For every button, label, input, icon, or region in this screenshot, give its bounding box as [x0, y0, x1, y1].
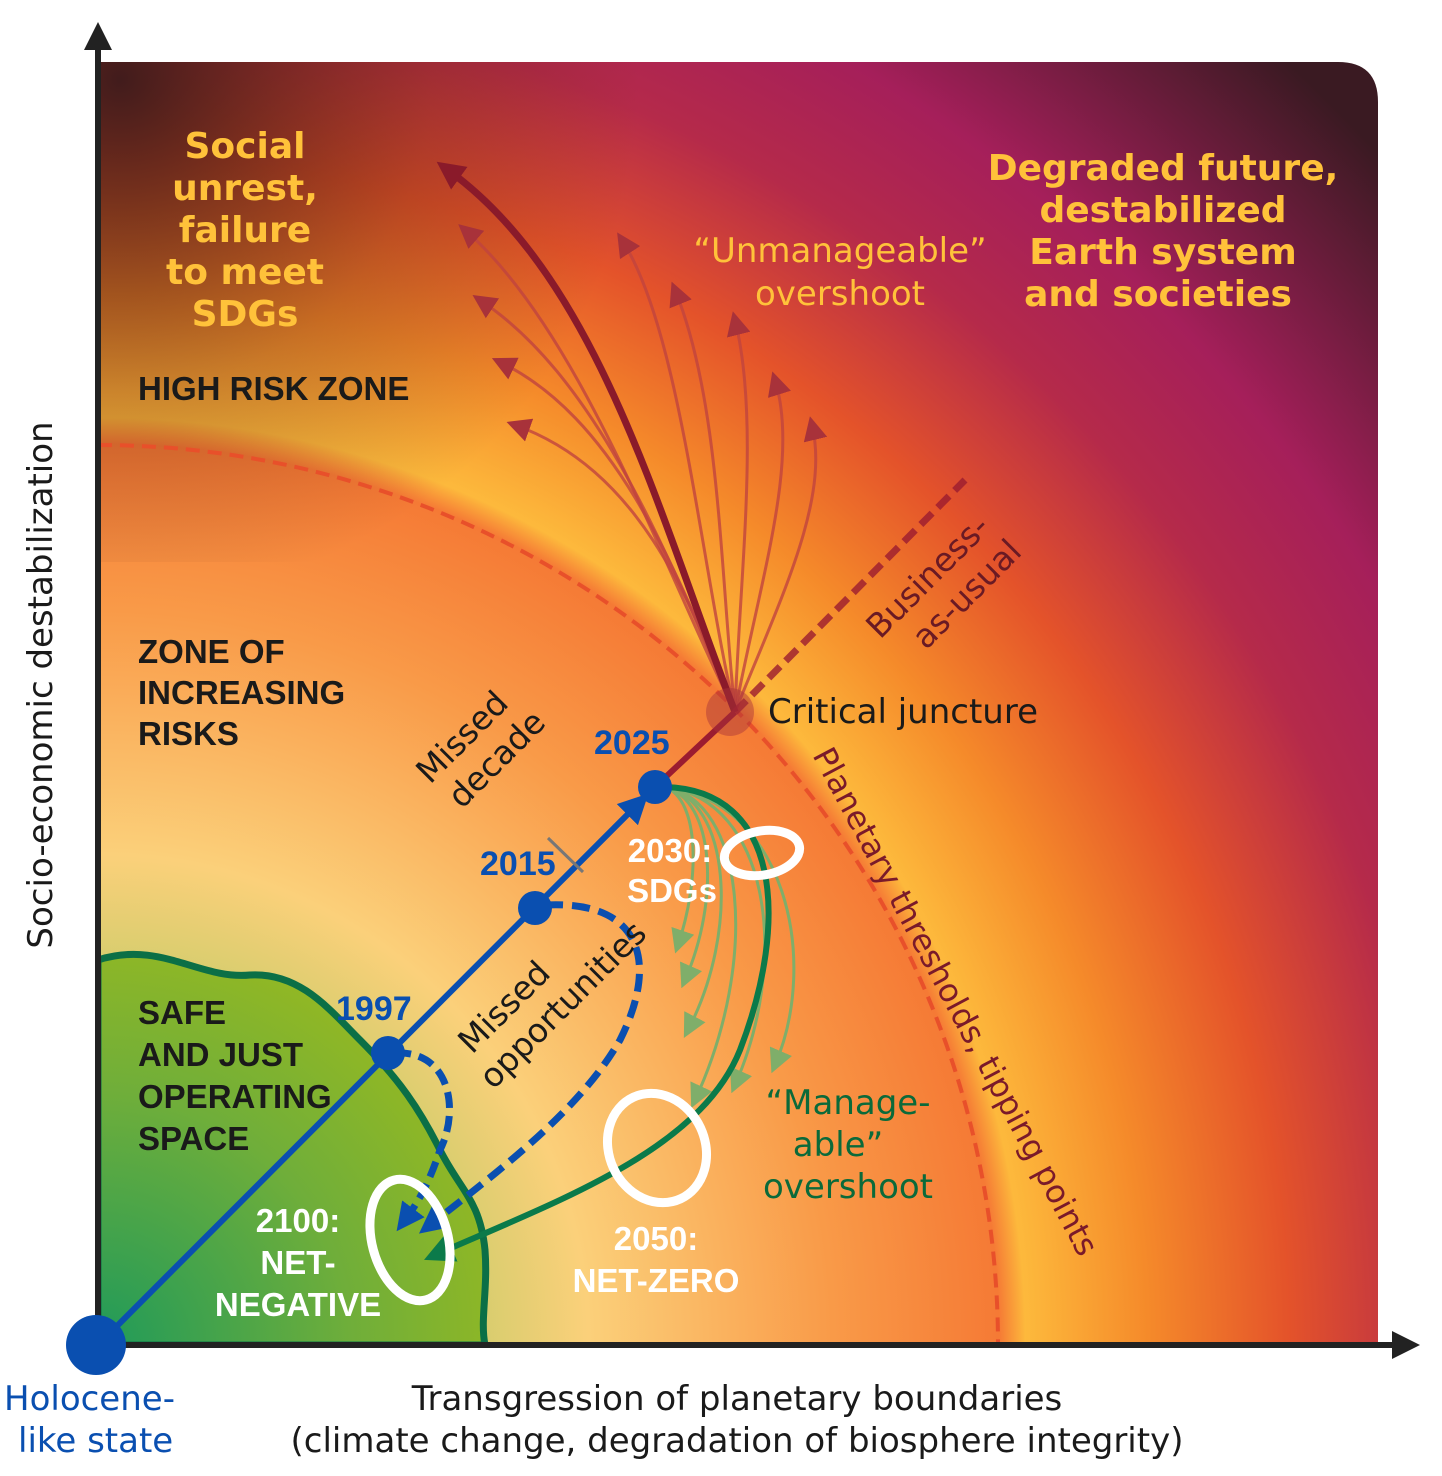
year-1997-label: 1997: [336, 990, 412, 1028]
svg-text:OPERATING: OPERATING: [138, 1078, 332, 1115]
high-risk-zone-label: HIGH RISK ZONE: [138, 370, 409, 407]
critical-juncture-label: Critical juncture: [768, 692, 1038, 732]
missed-opportunities-path-2015: [418, 901, 643, 1234]
trajectory-arrow: [664, 785, 738, 1109]
svg-text:2100:: 2100:: [256, 1202, 340, 1239]
manageable-overshoot-label: “Manage- able” overshoot: [763, 1083, 933, 1207]
missed-decade-pointer: [546, 836, 585, 874]
svg-text:unrest,: unrest,: [172, 168, 318, 209]
net-negative-2100-label: 2100: NET- NEGATIVE: [215, 1202, 381, 1323]
trajectory-arrow: [664, 785, 710, 989]
svg-text:NEGATIVE: NEGATIVE: [215, 1286, 381, 1323]
year-2015-label: 2015: [480, 845, 556, 883]
svg-text:SAFE: SAFE: [138, 994, 226, 1031]
svg-text:AND JUST: AND JUST: [138, 1036, 303, 1073]
trajectory-arrow: [733, 416, 828, 713]
critical-juncture-marker: [706, 688, 754, 736]
x-axis-arrow-icon: [1392, 1331, 1420, 1359]
current-trajectory-segment: [652, 709, 738, 790]
business-as-usual-path: [732, 477, 968, 715]
svg-text:2050:: 2050:: [614, 1220, 698, 1257]
svg-text:SPACE: SPACE: [138, 1120, 249, 1157]
degraded-future-label: Degraded future, destabilized Earth syst…: [988, 148, 1339, 315]
holocene-state-dot: [66, 1315, 126, 1375]
svg-text:ZONE OF: ZONE OF: [138, 633, 285, 670]
net-negative-2100-target-ring: [365, 1174, 455, 1306]
milestone-1997-dot: [371, 1036, 405, 1070]
milestone-year-labels: 1997 2015 2025: [336, 724, 670, 1028]
missed-opportunities-path-1997: [394, 1049, 453, 1232]
sdgs-2030-target-ring: [719, 825, 805, 881]
svg-text:overshoot: overshoot: [755, 274, 925, 314]
net-zero-2050-target-ring: [602, 1088, 712, 1208]
sdgs-2030-label: 2030: SDGs: [627, 832, 717, 909]
x-axis-label-line1: Transgression of planetary boundaries: [411, 1379, 1063, 1419]
trajectory-arrow: [669, 281, 737, 713]
milestone-2025-dot: [638, 770, 672, 804]
safe-operating-space-label: SAFE AND JUST OPERATING SPACE: [138, 994, 332, 1157]
svg-text:SDGs: SDGs: [192, 294, 299, 335]
trajectory-arrow: [664, 785, 796, 1074]
trajectory-arrow: [664, 785, 723, 1038]
svg-text:NET-: NET-: [260, 1244, 335, 1281]
manageable-trajectories: [664, 785, 796, 1109]
svg-text:destabilized: destabilized: [1039, 190, 1286, 231]
svg-text:to meet: to meet: [166, 252, 324, 293]
manageable-overshoot-path: [424, 784, 772, 1262]
svg-text:Degraded future,: Degraded future,: [988, 148, 1339, 189]
svg-text:Social: Social: [185, 126, 306, 167]
svg-text:“Manage-: “Manage-: [766, 1083, 931, 1123]
trajectory-arrow: [664, 785, 767, 1094]
year-2025-label: 2025: [594, 724, 670, 762]
svg-text:INCREASING: INCREASING: [138, 674, 345, 711]
svg-text:able”: able”: [793, 1125, 883, 1165]
svg-text:failure: failure: [179, 210, 311, 251]
svg-text:Earth system: Earth system: [1029, 232, 1296, 273]
svg-text:SDGs: SDGs: [627, 872, 717, 909]
unmanageable-overshoot-label: “Unmanageable” overshoot: [693, 231, 986, 314]
trajectory-arrow: [726, 311, 751, 713]
trajectory-arrow: [733, 371, 791, 713]
x-axis-label-line2: (climate change, degradation of biospher…: [291, 1421, 1184, 1461]
origin-label-line2: like state: [18, 1421, 173, 1461]
social-unrest-label: Social unrest, failure to meet SDGs: [166, 126, 324, 335]
trajectory-arrow: [617, 232, 737, 713]
historical-trajectory: [95, 793, 649, 1348]
top-left-shade: [98, 62, 698, 562]
svg-text:2030:: 2030:: [628, 832, 712, 869]
svg-text:and societies: and societies: [1024, 274, 1292, 315]
trajectory-arrow: [664, 785, 695, 954]
svg-text:RISKS: RISKS: [138, 715, 239, 752]
svg-text:NET-ZERO: NET-ZERO: [573, 1262, 740, 1299]
y-axis-label: Socio-economic destabilization: [21, 421, 61, 948]
origin-label-line1: Holocene-: [4, 1379, 175, 1419]
increasing-risks-label: ZONE OF INCREASING RISKS: [138, 633, 345, 752]
milestone-2015-dot: [518, 891, 552, 925]
net-zero-2050-label: 2050: NET-ZERO: [573, 1220, 740, 1299]
main-overshoot-trajectory: [436, 161, 739, 714]
svg-text:“Unmanageable”: “Unmanageable”: [693, 231, 986, 271]
trajectory-arrow: [458, 224, 737, 713]
svg-text:overshoot: overshoot: [763, 1167, 933, 1207]
y-axis-arrow-icon: [84, 22, 112, 50]
